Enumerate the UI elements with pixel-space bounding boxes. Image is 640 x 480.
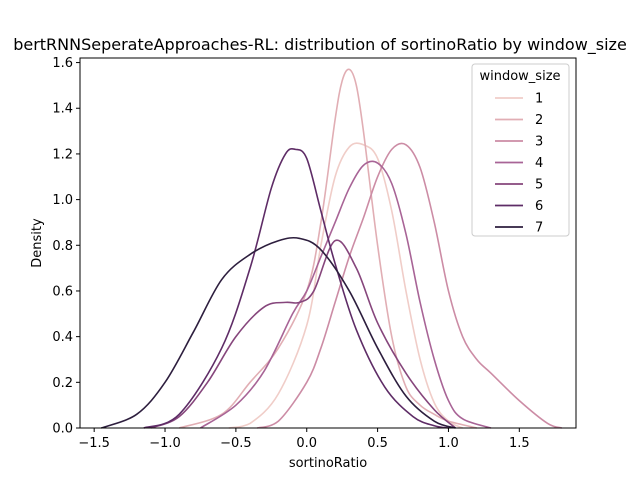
legend-label: 2 <box>535 113 543 128</box>
y-axis: 0.0 0.2 0.4 0.6 0.8 1.0 1.2 1.4 1.6 <box>52 56 80 437</box>
density-line-1 <box>228 142 463 429</box>
legend-item-3: 3 <box>495 135 543 150</box>
legend-item-4: 4 <box>495 156 543 171</box>
density-line-5 <box>150 239 457 429</box>
y-tick-label: 0.0 <box>52 422 73 437</box>
density-line-7 <box>100 236 456 429</box>
y-axis-label: Density <box>30 218 45 268</box>
y-tick-label: 1.2 <box>52 147 73 162</box>
x-tick-label: −1.0 <box>149 436 181 451</box>
legend-item-7: 7 <box>495 221 543 236</box>
y-tick-label: 1.0 <box>52 193 73 208</box>
legend-label: 1 <box>535 92 543 107</box>
legend-label: 4 <box>535 156 543 171</box>
y-tick-label: 1.6 <box>52 56 73 71</box>
legend-label: 6 <box>535 199 543 214</box>
y-tick-label: 0.4 <box>52 330 73 345</box>
plot-area <box>100 68 563 429</box>
legend: window_size 1 2 3 4 5 6 7 <box>471 63 570 237</box>
x-tick-label: 1.0 <box>438 436 459 451</box>
y-tick-label: 0.2 <box>52 376 73 391</box>
x-axis: −1.5 −1.0 −0.5 0.0 0.5 1.0 1.5 <box>78 428 530 451</box>
x-axis-label: sortinoRatio <box>289 456 367 471</box>
x-tick-label: 0.5 <box>367 436 388 451</box>
y-tick-label: 0.8 <box>52 239 73 254</box>
legend-item-5: 5 <box>495 178 543 193</box>
density-line-6 <box>143 147 449 429</box>
chart-title: bertRNNSeperateApproaches-RL: distributi… <box>13 35 627 55</box>
legend-frame <box>471 63 570 237</box>
density-line-3 <box>256 142 563 429</box>
y-tick-label: 1.4 <box>52 102 73 117</box>
legend-item-1: 1 <box>495 92 543 107</box>
plot-frame <box>79 57 577 429</box>
legend-item-2: 2 <box>495 113 543 128</box>
legend-title: window_size <box>479 69 560 84</box>
legend-item-6: 6 <box>495 199 543 214</box>
legend-label: 7 <box>535 221 543 236</box>
density-line-2 <box>178 68 477 429</box>
x-tick-label: 0.0 <box>296 436 317 451</box>
x-tick-label: 1.5 <box>509 436 530 451</box>
x-tick-label: −0.5 <box>220 436 252 451</box>
y-tick-label: 0.6 <box>52 284 73 299</box>
legend-label: 5 <box>535 178 543 193</box>
legend-label: 3 <box>535 135 543 150</box>
x-tick-label: −1.5 <box>78 436 110 451</box>
density-line-4 <box>200 160 492 429</box>
